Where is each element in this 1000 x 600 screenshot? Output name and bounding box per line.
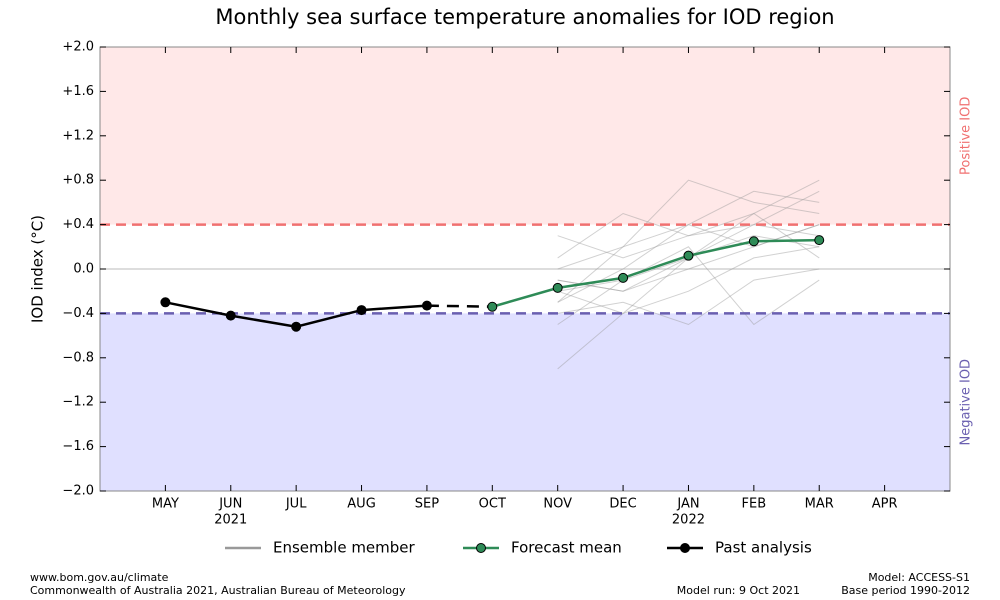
y-axis-label: IOD index (°C) — [29, 215, 47, 323]
y-tick-label: 0.0 — [73, 262, 94, 277]
series-marker — [814, 235, 825, 246]
x-tick-label: MAR — [805, 497, 834, 512]
x-tick-label: FEB — [742, 497, 767, 512]
footer-text: Commonwealth of Australia 2021, Australi… — [30, 584, 406, 597]
legend-label: Forecast mean — [511, 539, 622, 557]
footer-text: www.bom.gov.au/climate — [30, 571, 169, 584]
series-marker — [225, 310, 236, 321]
y-tick-label: −0.4 — [62, 306, 94, 321]
ensemble-line — [557, 268, 820, 326]
y-tick-label: +0.4 — [62, 217, 94, 232]
iod-zone — [100, 47, 950, 225]
ensemble-line — [557, 224, 820, 303]
connector-line — [426, 304, 493, 308]
y-tick-label: +2.0 — [62, 40, 94, 55]
iod-zone — [100, 313, 950, 491]
x-tick-label: MAY — [152, 497, 179, 512]
series-marker — [487, 301, 498, 312]
legend-label: Past analysis — [715, 539, 812, 557]
series-marker — [552, 282, 563, 293]
x-tick-label: DEC — [609, 497, 636, 512]
footer-text: Base period 1990-2012 — [841, 584, 970, 597]
y-tick-label: +1.2 — [62, 128, 94, 143]
y-tick-label: +0.8 — [62, 173, 94, 188]
series-line — [491, 238, 820, 308]
ensemble-line — [557, 190, 820, 259]
y-tick-label: +1.6 — [62, 84, 94, 99]
y-tick-label: −0.8 — [62, 350, 94, 365]
series-marker — [160, 297, 171, 308]
zone-label: Positive IOD — [959, 97, 974, 175]
footer-text: Model run: 9 Oct 2021 — [677, 584, 800, 597]
legend-marker — [476, 543, 486, 553]
legend-label: Ensemble member — [273, 539, 416, 557]
x-year-label: 2021 — [214, 513, 247, 528]
y-tick-label: −2.0 — [62, 484, 94, 499]
series-marker — [421, 300, 432, 311]
y-tick-label: −1.2 — [62, 395, 94, 410]
x-tick-label: JUL — [285, 497, 307, 512]
x-tick-label: JAN — [676, 497, 699, 512]
series-marker — [683, 250, 694, 261]
ensemble-line — [557, 246, 820, 370]
legend-marker — [680, 543, 690, 553]
chart-title: Monthly sea surface temperature anomalie… — [215, 5, 834, 29]
ensemble-line — [557, 246, 820, 326]
x-tick-label: APR — [872, 497, 898, 512]
x-tick-label: OCT — [479, 497, 506, 512]
x-tick-label: JUN — [218, 497, 242, 512]
x-tick-label: AUG — [347, 497, 375, 512]
series-marker — [618, 272, 629, 283]
footer-text: Model: ACCESS-S1 — [868, 571, 970, 584]
zone-label: Negative IOD — [959, 359, 974, 446]
y-tick-label: −1.6 — [62, 439, 94, 454]
x-year-label: 2022 — [672, 513, 705, 528]
series-marker — [291, 321, 302, 332]
x-tick-label: SEP — [415, 497, 439, 512]
series-marker — [356, 305, 367, 316]
ensemble-line — [557, 179, 820, 259]
series-marker — [748, 236, 759, 247]
ensemble-line — [557, 179, 820, 270]
x-tick-label: NOV — [543, 497, 572, 512]
ensemble-line — [557, 224, 820, 292]
